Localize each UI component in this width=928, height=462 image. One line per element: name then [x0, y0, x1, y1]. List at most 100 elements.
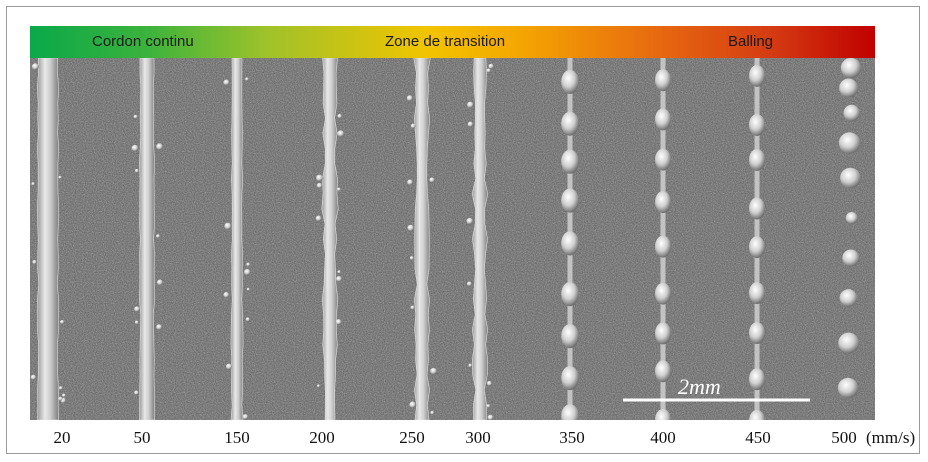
spatter-droplet — [134, 320, 139, 325]
spatter-droplet — [468, 363, 472, 368]
speed-label: 150 — [224, 428, 250, 447]
spatter-droplet — [246, 287, 250, 291]
speed-label: 450 — [745, 428, 771, 447]
speed-label: 20 — [53, 428, 71, 447]
spatter-droplet — [31, 63, 39, 70]
melt-bead — [749, 114, 765, 137]
spatter-droplet — [410, 123, 416, 129]
melt-bead — [749, 148, 765, 171]
speed-axis: 20 50 150 200 250 300 350 400 450 500 (m… — [0, 424, 928, 454]
spatter-droplet — [406, 95, 413, 102]
melt-bead — [561, 365, 579, 391]
melt-bead — [561, 188, 579, 213]
spatter-droplet — [58, 175, 62, 179]
speed-label: 500 — [831, 428, 857, 447]
laser-track — [230, 58, 244, 420]
spatter-droplet — [407, 224, 414, 232]
sem-micrograph — [30, 58, 875, 420]
melt-bead — [749, 282, 765, 305]
spatter-droplet — [467, 101, 474, 108]
spatter-droplet — [337, 270, 341, 274]
spatter-droplet — [488, 63, 494, 69]
spatter-droplet — [156, 143, 163, 151]
melt-bead — [655, 191, 671, 214]
melt-bead — [749, 322, 765, 345]
spatter-droplet — [316, 174, 323, 182]
melt-bead — [655, 108, 671, 131]
spatter-droplet — [62, 393, 66, 398]
laser-track — [471, 58, 489, 420]
melt-bead — [655, 360, 671, 383]
speed-label: 50 — [133, 428, 151, 447]
spatter-droplet — [131, 144, 139, 152]
spatter-droplet — [32, 259, 37, 265]
balling-sphere — [838, 132, 861, 154]
spatter-droplet — [466, 281, 472, 287]
melt-bead — [749, 409, 765, 420]
spatter-droplet — [410, 305, 415, 310]
balling-sphere — [837, 377, 859, 399]
spatter-droplet — [466, 217, 473, 225]
balling-sphere — [845, 211, 858, 225]
spatter-droplet — [316, 182, 323, 189]
spatter-droplet — [30, 374, 37, 380]
spatter-droplet — [335, 319, 342, 325]
speed-label: 250 — [399, 428, 425, 447]
spatter-droplet — [60, 319, 65, 325]
melt-bead — [749, 64, 765, 87]
melt-bead — [749, 236, 765, 259]
spatter-droplet — [429, 177, 435, 183]
speed-label: 300 — [465, 428, 491, 447]
spatter-droplet — [409, 256, 414, 261]
melt-bead — [655, 322, 671, 345]
laser-track — [139, 58, 155, 420]
spatter-droplet — [336, 276, 342, 282]
spatter-droplet — [134, 390, 139, 395]
spatter-droplet — [224, 222, 232, 230]
spatter-droplet — [156, 279, 163, 286]
balling-sphere — [839, 289, 858, 307]
spatter-droplet — [430, 410, 435, 415]
spatter-droplet — [316, 384, 320, 388]
melt-bead — [749, 368, 765, 391]
spatter-droplet — [156, 234, 160, 239]
spatter-droplet — [58, 396, 63, 401]
spatter-droplet — [467, 121, 474, 127]
spatter-droplet — [486, 404, 491, 408]
spatter-droplet — [246, 262, 251, 267]
regime-gradient-bar: Cordon continu Zone de transition Ballin… — [30, 26, 875, 58]
speed-label: 200 — [309, 428, 335, 447]
melt-bead — [655, 69, 671, 92]
balling-sphere — [840, 167, 861, 189]
spatter-droplet — [407, 179, 413, 186]
regime-label-continuous: Cordon continu — [92, 33, 194, 50]
melt-bead — [561, 149, 579, 174]
melt-bead — [655, 408, 671, 420]
spatter-droplet — [245, 77, 249, 81]
spatter-droplet — [225, 363, 232, 370]
spatter-droplet — [430, 367, 437, 375]
laser-track — [321, 58, 339, 420]
spatter-droplet — [244, 268, 251, 276]
balling-sphere — [843, 104, 860, 122]
melt-bead — [749, 197, 765, 220]
spatter-droplet — [245, 317, 250, 322]
spatter-droplet — [487, 414, 494, 420]
melt-bead — [561, 111, 579, 136]
balling-sphere — [839, 78, 859, 98]
speed-unit: (mm/s) — [866, 428, 916, 447]
laser-track — [37, 58, 59, 420]
melt-bead — [655, 148, 671, 171]
balling-sphere — [838, 332, 860, 354]
melt-bead — [561, 231, 579, 256]
melt-bead — [561, 404, 579, 420]
melt-bead — [655, 235, 671, 258]
spatter-droplet — [486, 380, 492, 386]
spatter-droplet — [315, 215, 322, 222]
spatter-droplet — [223, 292, 230, 298]
speed-label: 400 — [650, 428, 676, 447]
spatter-droplet — [58, 386, 63, 390]
spatter-droplet — [486, 68, 491, 73]
laser-track — [413, 58, 431, 420]
spatter-droplet — [134, 306, 140, 312]
